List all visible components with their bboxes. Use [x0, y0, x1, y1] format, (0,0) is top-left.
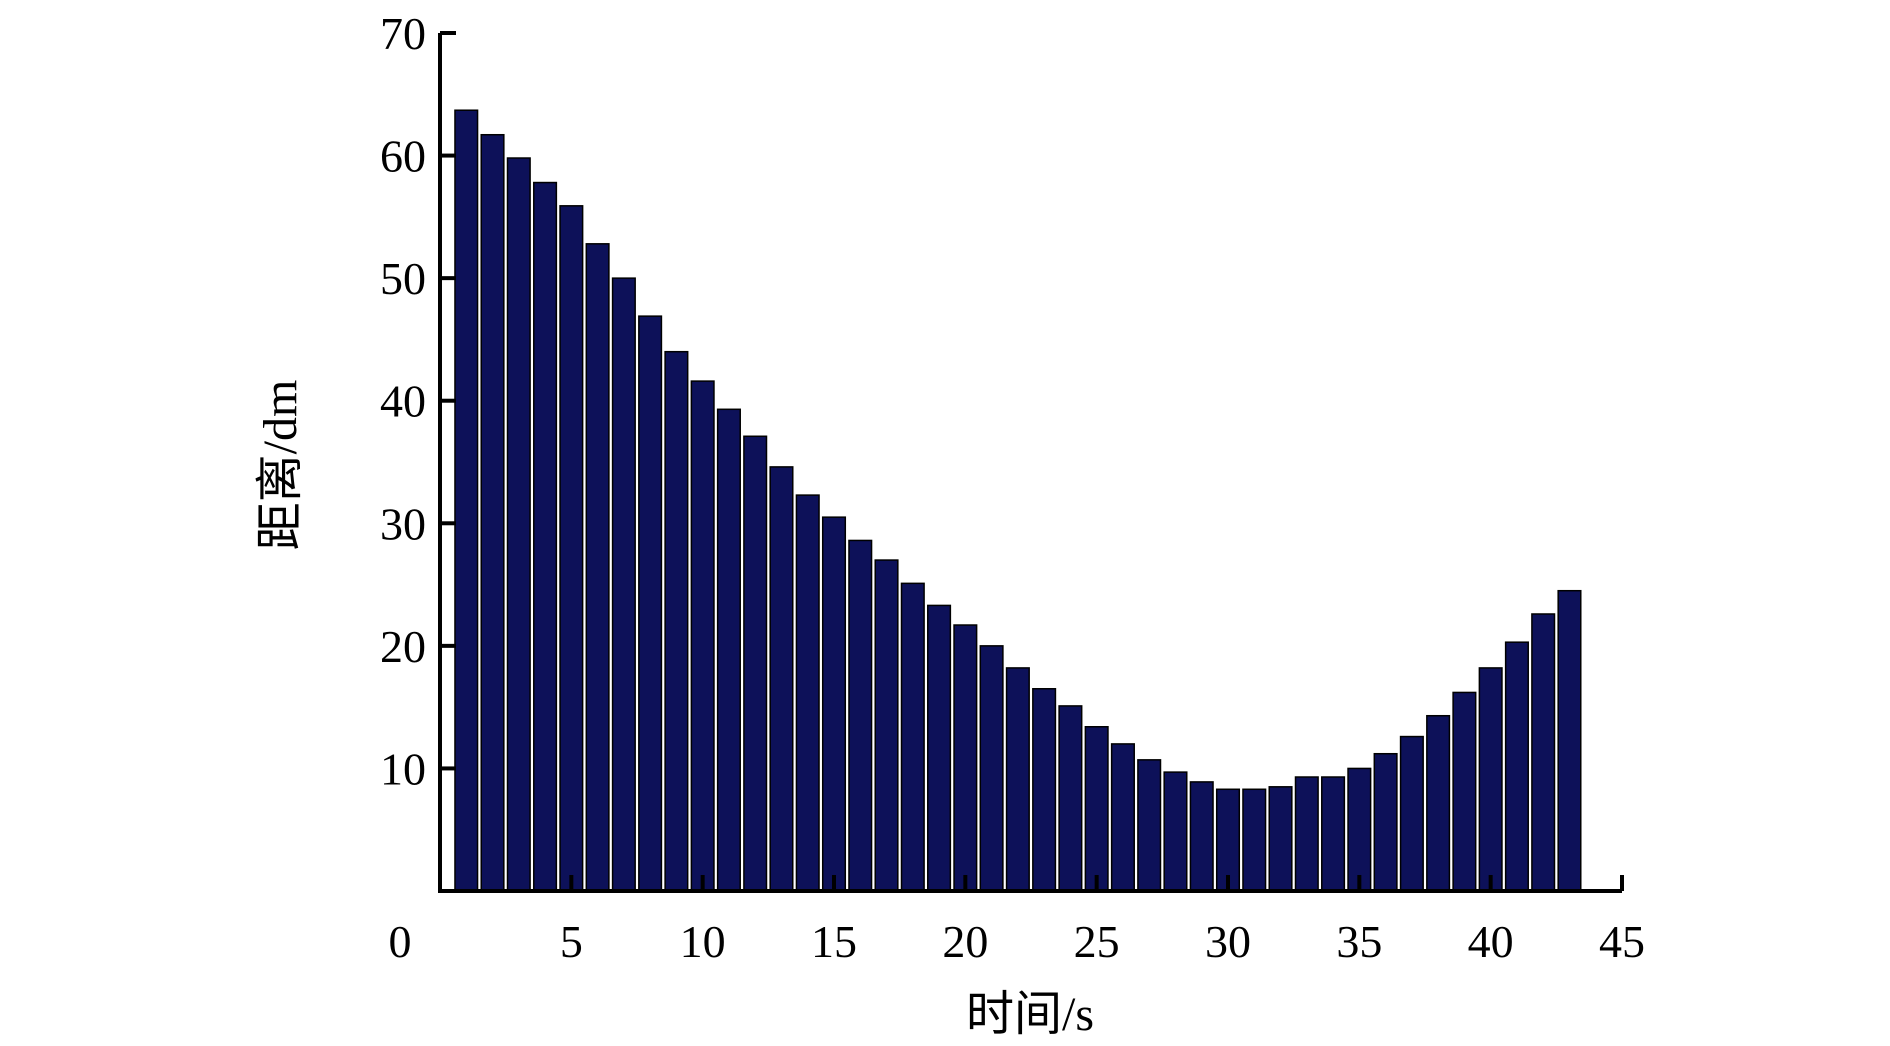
- bar-23: [1032, 688, 1057, 892]
- x-tick-label-10: 10: [680, 916, 726, 967]
- bar-10: [690, 380, 715, 892]
- x-tick-label-25: 25: [1074, 916, 1120, 967]
- x-tick-label-40: 40: [1468, 916, 1514, 967]
- x-tick-label-20: 20: [942, 916, 988, 967]
- bar-43: [1557, 589, 1582, 892]
- bar-7: [611, 277, 636, 892]
- y-tick-label-50: 50: [380, 253, 426, 304]
- bar-39: [1452, 691, 1477, 892]
- y-tick-label-20: 20: [380, 621, 426, 672]
- x-tick-label-15: 15: [811, 916, 857, 967]
- bar-16: [848, 539, 873, 892]
- y-tick-label-10: 10: [380, 743, 426, 794]
- bar-29: [1189, 781, 1214, 892]
- bar-4: [533, 181, 558, 892]
- bar-9: [664, 350, 689, 892]
- x-tick-label-35: 35: [1336, 916, 1382, 967]
- y-tick-label-60: 60: [380, 131, 426, 182]
- bar-11: [716, 408, 741, 892]
- bar-24: [1058, 705, 1083, 892]
- bar-20: [953, 624, 978, 892]
- y-tick-label-70: 70: [380, 8, 426, 59]
- x-axis-title: 时间/s: [966, 988, 1094, 1041]
- bar-19: [927, 604, 952, 892]
- bar-26: [1110, 743, 1135, 892]
- bar-33: [1294, 776, 1319, 892]
- x-ticks-group: 0 5 10 15 20 25 30 35 40 45: [389, 875, 1645, 967]
- bar-8: [638, 315, 663, 892]
- bar-41: [1504, 641, 1529, 892]
- bar-35: [1347, 767, 1372, 892]
- bar-1: [454, 109, 479, 892]
- bar-18: [900, 582, 925, 892]
- bar-5: [559, 205, 584, 892]
- bar-3: [506, 157, 531, 892]
- bar-2: [480, 133, 505, 892]
- bar-40: [1478, 667, 1503, 892]
- bar-21: [979, 645, 1004, 892]
- bar-34: [1321, 776, 1346, 892]
- bar-36: [1373, 752, 1398, 892]
- bar-31: [1242, 788, 1267, 892]
- bar-12: [743, 435, 768, 892]
- x-tick-label-30: 30: [1205, 916, 1251, 967]
- bar-37: [1399, 735, 1424, 892]
- bar-22: [1005, 667, 1030, 892]
- bar-17: [874, 559, 899, 892]
- x-tick-label-5: 5: [560, 916, 583, 967]
- y-tick-label-30: 30: [380, 498, 426, 549]
- x-tick-label-45: 45: [1599, 916, 1645, 967]
- bars-group: [454, 109, 1582, 892]
- y-axis-title: 距离/dm: [254, 380, 307, 551]
- axes-group: [438, 33, 1622, 893]
- bar-42: [1531, 613, 1556, 892]
- bar-14: [795, 494, 820, 892]
- y-ticks-group: 10 20 30 40 50 60 70: [380, 8, 456, 794]
- bar-28: [1163, 771, 1188, 892]
- y-tick-label-40: 40: [380, 376, 426, 427]
- bar-6: [585, 243, 610, 892]
- x-tick-label-0: 0: [389, 916, 412, 967]
- bar-38: [1426, 714, 1451, 892]
- bar-32: [1268, 786, 1293, 892]
- bar-15: [821, 516, 847, 892]
- bar-25: [1084, 726, 1109, 892]
- bar-13: [769, 466, 794, 892]
- bar-27: [1137, 759, 1162, 892]
